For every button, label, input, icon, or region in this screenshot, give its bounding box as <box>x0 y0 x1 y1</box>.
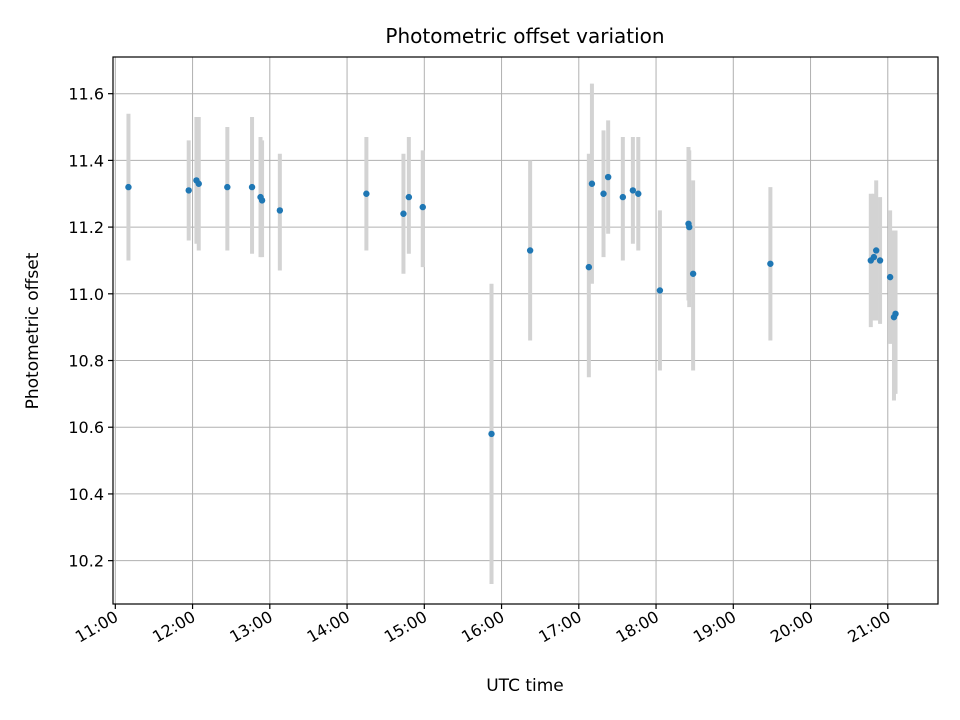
data-point <box>363 190 370 197</box>
x-tick-label: 21:00 <box>844 607 893 647</box>
data-point <box>258 197 266 204</box>
y-tick-label: 11.4 <box>68 151 104 170</box>
data-point <box>224 183 231 191</box>
data-point <box>125 183 132 191</box>
data-point <box>892 310 899 318</box>
data-point <box>870 253 878 261</box>
y-tick-label: 10.8 <box>68 352 104 371</box>
x-tick-label: 13:00 <box>226 607 275 647</box>
data-point <box>686 223 693 231</box>
data-point <box>873 247 880 254</box>
x-axis-ticks: 11:00 12:00 13:00 14:00 15:00 16:00 17:00 18:00… <box>72 604 894 647</box>
x-tick-label: 17:00 <box>535 607 584 647</box>
data-point <box>588 180 596 187</box>
data-point <box>419 203 426 211</box>
data-point <box>886 273 894 281</box>
y-tick-label: 11.2 <box>68 218 104 237</box>
y-tick-label: 10.6 <box>68 418 104 437</box>
data-point <box>619 193 627 201</box>
data-point <box>400 210 407 217</box>
data-point <box>876 257 884 264</box>
data-point <box>185 187 192 194</box>
y-tick-label: 11.6 <box>68 85 104 104</box>
data-point <box>248 183 256 191</box>
y-axis-ticks: 10.2 10.4 10.6 10.8 11.0 11.2 11.4 11.6 <box>68 85 113 571</box>
x-tick-label: 14:00 <box>304 607 353 647</box>
data-point <box>600 190 607 197</box>
y-axis-label: Photometric offset <box>23 252 43 409</box>
data-point <box>635 190 642 197</box>
data-point <box>604 173 612 181</box>
x-tick-label: 15:00 <box>381 607 430 647</box>
chart-title: Photometric offset variation <box>385 24 664 48</box>
data-point <box>488 430 495 438</box>
grid-lines <box>113 57 938 604</box>
x-tick-label: 19:00 <box>690 607 739 647</box>
data-point <box>276 207 284 214</box>
data-point <box>195 180 202 187</box>
plot-frame <box>112 56 939 605</box>
x-tick-label: 18:00 <box>613 607 662 647</box>
data-point <box>629 187 637 194</box>
y-tick-label: 10.2 <box>68 552 104 571</box>
data-point <box>767 260 774 267</box>
data-point <box>405 193 413 201</box>
y-tick-label: 10.4 <box>68 485 104 504</box>
data-point <box>526 247 534 254</box>
data-point <box>689 270 697 277</box>
y-tick-label: 11.0 <box>68 285 104 304</box>
x-tick-label: 20:00 <box>767 607 816 647</box>
x-tick-label: 16:00 <box>458 607 507 647</box>
x-tick-label: 11:00 <box>72 607 121 647</box>
data-points <box>125 173 899 438</box>
data-point <box>585 263 593 271</box>
error-bars <box>126 83 898 584</box>
x-tick-label: 12:00 <box>149 607 198 647</box>
data-point <box>656 287 664 294</box>
x-axis-label: UTC time <box>486 676 564 696</box>
